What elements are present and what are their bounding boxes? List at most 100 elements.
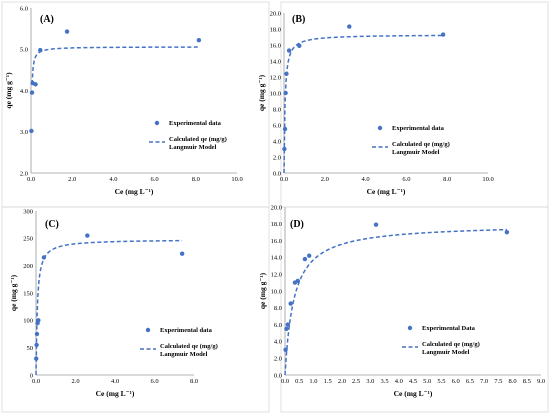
- y-tick-label: 6.0: [274, 322, 282, 329]
- y-tick-label: 0: [30, 372, 33, 379]
- x-axis-title: Ce (mg L⁻¹): [394, 389, 433, 398]
- x-tick-label: 3.5: [380, 378, 388, 385]
- x-tick-label: 4.0: [109, 176, 117, 183]
- y-tick-label: 250: [23, 236, 33, 243]
- legend-marker: [145, 327, 151, 333]
- legend-line-1: Calculated qe (mg/g): [169, 136, 227, 143]
- x-tick-label: 2.0: [68, 176, 76, 183]
- y-tick-label: 4.0: [273, 138, 281, 145]
- y-tick-label: 5.0: [20, 47, 28, 54]
- model-curve: [31, 46, 200, 85]
- x-tick-label: 8.0: [508, 378, 516, 385]
- y-tick-label: 50: [27, 345, 34, 352]
- y-tick-label: 18.0: [270, 26, 281, 33]
- legend-label: Experimental data: [160, 327, 213, 334]
- x-tick-label: 0.5: [295, 378, 303, 385]
- legend: Experimental Data Calculated qe (mg/g) Lan…: [402, 325, 480, 356]
- y-tick-label: 20.0: [270, 10, 281, 17]
- legend-label: Experimental data: [169, 120, 222, 127]
- y-tick-label: 20.0: [271, 204, 282, 211]
- x-tick-label: 2.5: [352, 378, 360, 385]
- data-point: [284, 326, 289, 331]
- data-point: [34, 342, 39, 348]
- x-tick-label: 7.5: [494, 378, 502, 385]
- y-tick-label: 0.0: [273, 170, 281, 177]
- x-tick-label: 0.0: [27, 176, 35, 183]
- x-tick-label: 2.0: [321, 176, 329, 183]
- legend-label: Experimental data: [392, 125, 445, 132]
- legend: Experimental data Calculated qe (mg/g) Lan…: [372, 125, 450, 156]
- data-point: [29, 128, 34, 134]
- y-tick-label: 16.0: [270, 42, 281, 49]
- data-point: [282, 146, 287, 152]
- panel-frame: [280, 206, 549, 413]
- data-point: [196, 37, 202, 43]
- data-point: [440, 32, 446, 37]
- legend-label: Calculated qe (mg/g) Langmuir Model: [169, 136, 227, 151]
- data-point: [29, 90, 35, 95]
- y-tick-label: 2.0: [20, 170, 28, 177]
- y-tick-label: 150: [23, 290, 33, 297]
- data-point: [504, 230, 510, 235]
- x-tick-label: 4.0: [111, 378, 119, 385]
- y-tick-label: 16.0: [271, 238, 282, 245]
- x-tick-label: 6.0: [150, 378, 158, 385]
- y-tick-label: 0.0: [274, 372, 282, 379]
- x-axis-title: Ce (mg L⁻¹): [367, 187, 406, 196]
- x-tick-label: 3.0: [366, 378, 374, 385]
- y-tick-label: 4.0: [20, 88, 28, 95]
- x-tick-label: 4.5: [409, 378, 417, 385]
- panel-label: (C): [45, 219, 59, 230]
- y-axis-title: qe (mg g⁻¹): [4, 72, 13, 109]
- panel-frame: [1, 206, 270, 413]
- x-tick-label: 0.0: [32, 378, 40, 385]
- data-point: [306, 253, 312, 258]
- model-curve: [284, 228, 507, 376]
- data-point: [288, 301, 293, 306]
- model-curve: [35, 239, 183, 376]
- x-tick-label: 5.0: [423, 378, 431, 385]
- x-tick-label: 4.0: [362, 176, 370, 183]
- panel-label: (A): [40, 14, 54, 25]
- y-tick-label: 200: [23, 263, 33, 270]
- y-tick-label: 18.0: [271, 221, 282, 228]
- y-tick-label: 6.0: [273, 122, 281, 129]
- legend-line-1: Calculated qe (mg/g): [422, 341, 480, 348]
- legend-label: Calculated qe (mg/g) Langmuir Model: [392, 141, 450, 156]
- y-tick-label: 8.0: [273, 106, 281, 113]
- legend-line-1: Calculated qe (mg/g): [392, 141, 450, 148]
- legend-line-2: Langmuir Model: [422, 349, 470, 356]
- y-tick-label: 14.0: [270, 58, 281, 65]
- panel-label: (D): [290, 219, 304, 230]
- x-tick-label: 9.0: [537, 378, 545, 385]
- x-axis-title: Ce (mg L⁻¹): [96, 389, 135, 398]
- x-tick-label: 1.0: [309, 378, 317, 385]
- x-tick-label: 6.0: [151, 176, 159, 183]
- data-point: [286, 48, 292, 53]
- panel-label: (B): [292, 14, 305, 25]
- y-tick-label: 3.0: [20, 129, 28, 136]
- data-point: [64, 29, 70, 34]
- data-point: [347, 24, 352, 29]
- model-curve: [283, 34, 444, 174]
- y-tick-label: 300: [23, 208, 33, 215]
- x-tick-label: 10.0: [482, 176, 493, 183]
- legend-label: Calculated qe (mg/g) Langmuir Model: [422, 341, 480, 356]
- legend-line-2: Langmuir Model: [160, 351, 208, 358]
- x-tick-label: 8.5: [523, 378, 531, 385]
- legend-marker: [407, 325, 413, 331]
- x-tick-label: 1.5: [324, 378, 332, 385]
- y-tick-label: 8.0: [274, 305, 282, 312]
- chart-panel-3: 0.0 2.0 4.0 6.0 8.0 0 50 100 150 200 250 300 Ce (mg …: [1, 206, 270, 413]
- y-tick-label: 12.0: [271, 272, 282, 279]
- legend-marker: [154, 120, 160, 126]
- legend-line-2: Langmuir Model: [169, 144, 217, 151]
- x-axis-title: Ce (mg L⁻¹): [115, 187, 154, 196]
- legend-label: Calculated qe (mg/g) Langmuir Model: [160, 343, 218, 358]
- data-point: [33, 82, 38, 87]
- y-tick-label: 2.0: [274, 356, 282, 363]
- x-tick-label: 5.5: [437, 378, 445, 385]
- y-tick-label: 14.0: [271, 255, 282, 262]
- x-tick-label: 8.0: [443, 176, 451, 183]
